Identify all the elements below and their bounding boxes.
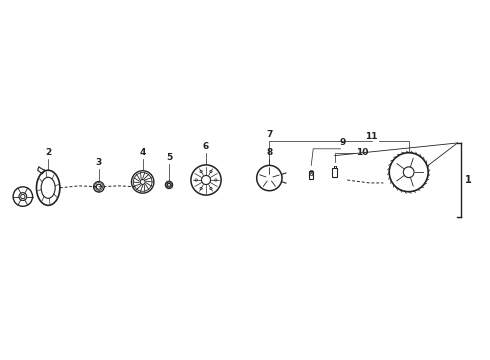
Text: 2: 2 bbox=[45, 148, 51, 157]
Text: 3: 3 bbox=[96, 158, 102, 167]
Bar bbox=[310, 170, 313, 172]
Text: 1: 1 bbox=[465, 175, 472, 185]
Text: 5: 5 bbox=[166, 153, 172, 162]
Bar bbox=[332, 168, 337, 177]
Text: 10: 10 bbox=[356, 148, 368, 157]
Text: 4: 4 bbox=[140, 148, 146, 157]
Text: 11: 11 bbox=[365, 132, 377, 141]
Bar bbox=[309, 171, 313, 179]
Text: 8: 8 bbox=[266, 148, 272, 157]
Text: 9: 9 bbox=[339, 138, 345, 147]
Bar bbox=[310, 174, 313, 175]
Text: 6: 6 bbox=[203, 142, 209, 151]
Text: 7: 7 bbox=[266, 130, 272, 139]
